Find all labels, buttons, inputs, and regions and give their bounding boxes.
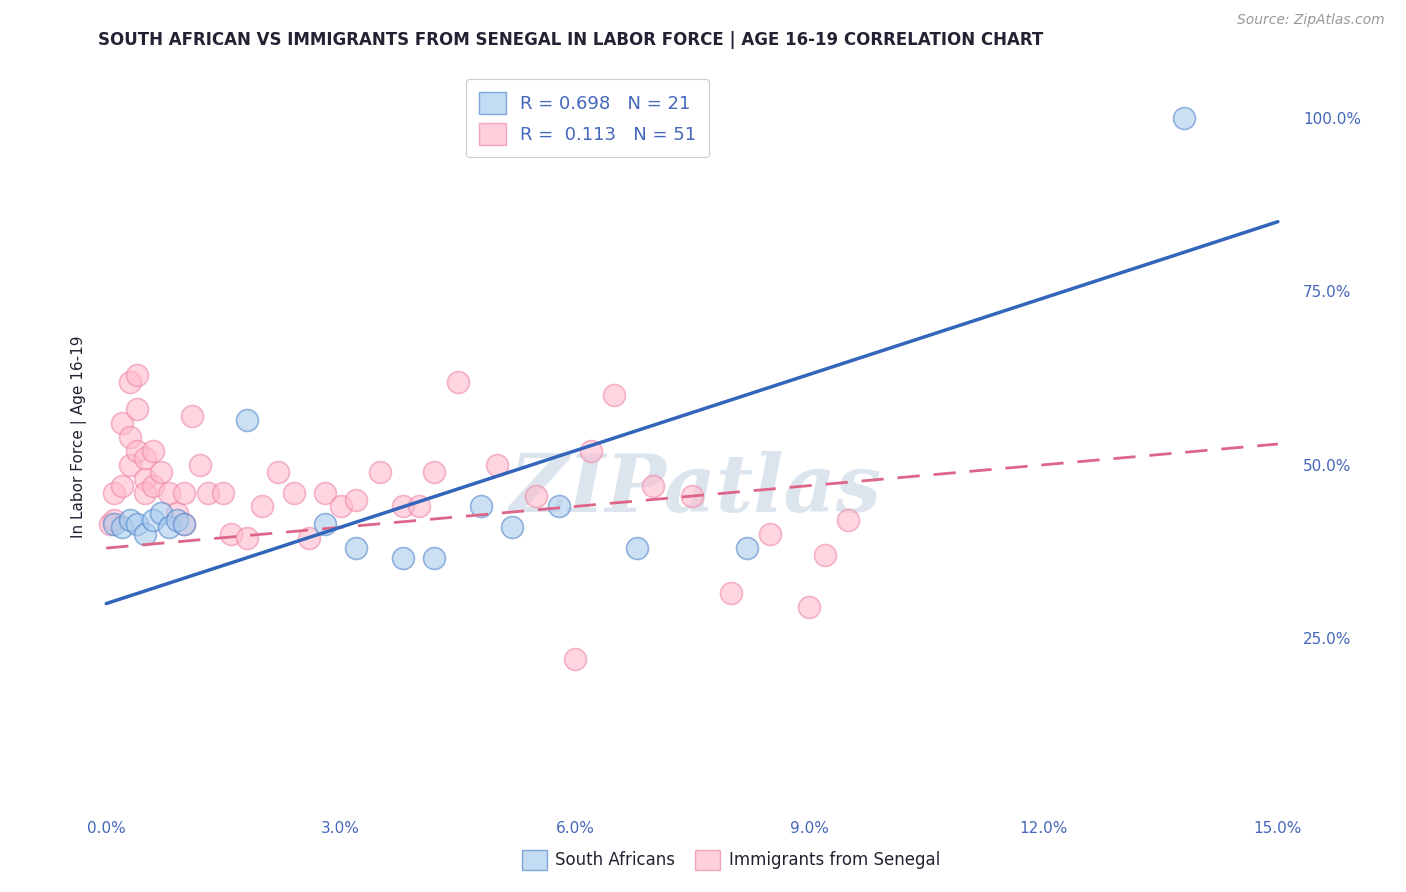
Point: [98, 516, 121, 531]
Point: [134, 472, 156, 486]
Point: [103, 516, 125, 531]
Point: [720, 586, 742, 600]
Y-axis label: In Labor Force | Age 16-19: In Labor Force | Age 16-19: [72, 335, 87, 539]
Point: [127, 516, 149, 531]
Point: [219, 527, 242, 541]
Point: [524, 489, 547, 503]
Point: [626, 541, 648, 555]
Point: [837, 513, 859, 527]
Point: [181, 409, 204, 424]
Text: SOUTH AFRICAN VS IMMIGRANTS FROM SENEGAL IN LABOR FORCE | AGE 16-19 CORRELATION : SOUTH AFRICAN VS IMMIGRANTS FROM SENEGAL…: [98, 31, 1043, 49]
Legend: South Africans, Immigrants from Senegal: South Africans, Immigrants from Senegal: [516, 843, 946, 877]
Point: [368, 465, 391, 479]
Point: [173, 516, 195, 531]
Text: Source: ZipAtlas.com: Source: ZipAtlas.com: [1237, 13, 1385, 28]
Point: [236, 531, 259, 545]
Point: [1173, 111, 1195, 125]
Point: [111, 478, 134, 492]
Point: [166, 513, 188, 527]
Point: [118, 513, 141, 527]
Point: [564, 652, 586, 666]
Point: [111, 520, 134, 534]
Point: [579, 444, 602, 458]
Point: [134, 527, 156, 541]
Point: [127, 444, 149, 458]
Point: [212, 485, 235, 500]
Point: [157, 520, 180, 534]
Point: [408, 500, 430, 514]
Point: [681, 489, 703, 503]
Point: [392, 551, 415, 566]
Point: [548, 500, 571, 514]
Point: [759, 527, 782, 541]
Point: [423, 465, 446, 479]
Text: ZIPatlas: ZIPatlas: [510, 450, 882, 528]
Point: [118, 458, 141, 472]
Point: [197, 485, 219, 500]
Point: [157, 485, 180, 500]
Point: [103, 485, 125, 500]
Point: [423, 551, 446, 566]
Point: [735, 541, 758, 555]
Point: [188, 458, 211, 472]
Point: [298, 531, 321, 545]
Point: [344, 541, 367, 555]
Point: [283, 485, 305, 500]
Point: [142, 478, 165, 492]
Point: [485, 458, 508, 472]
Point: [166, 507, 188, 521]
Point: [142, 513, 165, 527]
Point: [103, 513, 125, 527]
Point: [470, 500, 492, 514]
Point: [267, 465, 290, 479]
Point: [142, 444, 165, 458]
Point: [111, 416, 134, 430]
Legend: R = 0.698   N = 21, R =  0.113   N = 51: R = 0.698 N = 21, R = 0.113 N = 51: [465, 79, 709, 157]
Point: [329, 500, 352, 514]
Point: [603, 388, 626, 402]
Point: [127, 368, 149, 382]
Point: [501, 520, 523, 534]
Point: [118, 430, 141, 444]
Point: [149, 507, 172, 521]
Point: [134, 450, 156, 465]
Point: [799, 600, 821, 615]
Point: [127, 402, 149, 417]
Point: [641, 478, 664, 492]
Point: [392, 500, 415, 514]
Point: [447, 375, 470, 389]
Point: [314, 485, 336, 500]
Point: [814, 548, 837, 562]
Point: [252, 500, 274, 514]
Point: [344, 492, 367, 507]
Point: [134, 485, 156, 500]
Point: [314, 516, 336, 531]
Point: [118, 375, 141, 389]
Point: [173, 485, 195, 500]
Point: [173, 516, 195, 531]
Point: [236, 413, 259, 427]
Point: [149, 465, 172, 479]
